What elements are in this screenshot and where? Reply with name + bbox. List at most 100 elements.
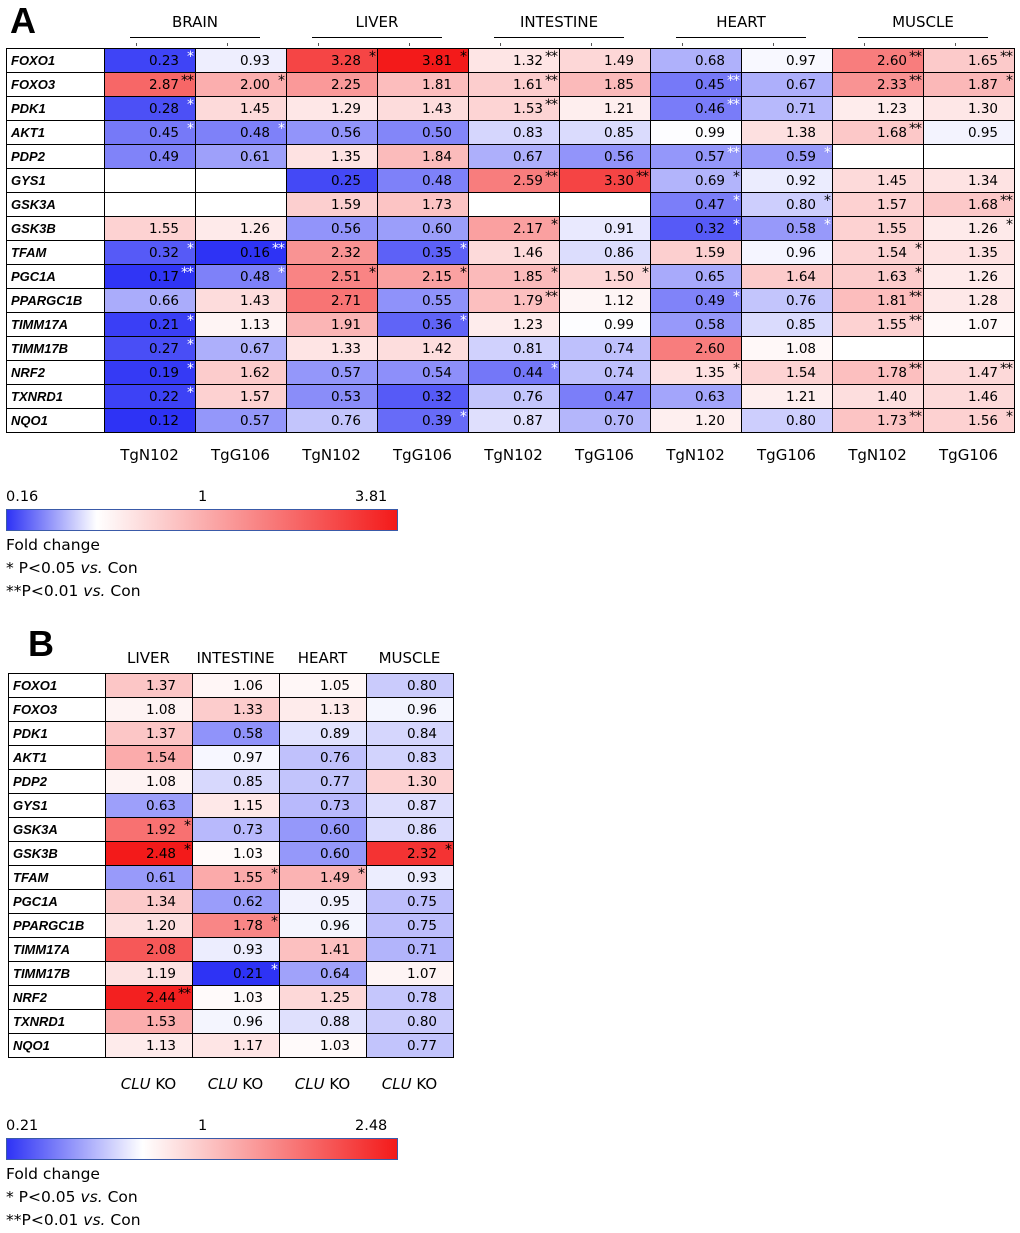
heatmap-cell: 1.55 xyxy=(832,216,924,241)
colorbar-a-min-label: 0.16 xyxy=(6,489,39,505)
cell-value: 0.32 xyxy=(694,221,725,237)
panel-label-b: B xyxy=(28,623,54,664)
significance-mark: * xyxy=(460,265,467,282)
column-tick xyxy=(681,43,683,46)
tissue-label-liver: LIVER xyxy=(355,13,399,31)
cell-value: 0.75 xyxy=(406,918,437,934)
heatmap-cell: 0.99 xyxy=(650,120,742,145)
column-tick xyxy=(317,43,319,46)
cell-value: 1.15 xyxy=(232,798,263,814)
gene-label-gsk3b: GSK3B xyxy=(6,216,105,241)
gene-label-txnrd1: TXNRD1 xyxy=(6,384,105,409)
cell-value: 0.58 xyxy=(694,317,725,333)
cell-value: 0.76 xyxy=(785,293,816,309)
gene-label-pdk1: PDK1 xyxy=(6,96,105,121)
heatmap-cell xyxy=(832,336,924,361)
heatmap-cell: 0.83 xyxy=(366,745,454,770)
significance-mark: ** xyxy=(909,73,922,90)
cell-value: 1.68 xyxy=(967,197,998,213)
cell-value: 0.61 xyxy=(145,870,176,886)
colorbar-b-mid-label: 1 xyxy=(198,1118,208,1134)
column-label: TgN102 xyxy=(302,446,361,464)
gene-label-pgc1a: PGC1A xyxy=(8,889,106,914)
cell-value: 0.55 xyxy=(421,293,452,309)
cell-value: 0.85 xyxy=(603,125,634,141)
cell-value: 1.17 xyxy=(232,1038,263,1054)
significance-mark: ** xyxy=(636,169,649,186)
significance-mark: * xyxy=(733,193,740,210)
heatmap-cell: 2.60 ** xyxy=(832,48,924,73)
table-row: TXNRD1 0.22 * 1.57 0.53 0.32 0.76 0.47 0.63 1.21 1… xyxy=(6,384,1015,409)
cell-value: 1.19 xyxy=(145,966,176,982)
cell-value: 2.60 xyxy=(876,53,907,69)
heatmap-cell: 0.58 * xyxy=(741,216,833,241)
heatmap-cell: 1.73 ** xyxy=(832,408,924,433)
tissue-underline xyxy=(494,37,624,38)
gene-label-foxo3: FOXO3 xyxy=(8,697,106,722)
table-row: GYS1 0.63 1.15 0.73 0.87 xyxy=(8,793,454,818)
table-row: PPARGC1B 1.20 1.78 * 0.96 0.75 xyxy=(8,913,454,938)
table-row: FOXO1 1.37 1.06 1.05 0.80 xyxy=(8,673,454,698)
heatmap-cell: 1.13 xyxy=(195,312,287,337)
heatmap-cell: 0.48 * xyxy=(195,264,287,289)
heatmap-cell: 1.81 xyxy=(377,72,469,97)
heatmap-cell: 0.92 xyxy=(741,168,833,193)
significance-mark: ** xyxy=(545,49,558,66)
cell-value: 0.96 xyxy=(319,918,350,934)
cell-value: 0.86 xyxy=(603,245,634,261)
cell-value: 1.85 xyxy=(603,77,634,93)
heatmap-cell: 0.93 xyxy=(366,865,454,890)
cell-value: 0.69 xyxy=(694,173,725,189)
cell-value: 0.44 xyxy=(512,365,543,381)
significance-mark: * xyxy=(733,361,740,378)
cell-value: 1.54 xyxy=(145,750,176,766)
heatmap-cell: 1.40 xyxy=(832,384,924,409)
significance-mark: * xyxy=(551,217,558,234)
heatmap-cell: 1.28 xyxy=(923,288,1015,313)
column-label-suffix: KO xyxy=(411,1075,438,1093)
heatmap-cell: 2.08 xyxy=(105,937,193,962)
cell-value: 1.78 xyxy=(876,365,907,381)
cell-value: 0.62 xyxy=(232,894,263,910)
cell-value: 2.32 xyxy=(330,245,361,261)
cell-value: 1.85 xyxy=(512,269,543,285)
heatmap-cell: 0.49 * xyxy=(650,288,742,313)
gene-label-foxo3: FOXO3 xyxy=(6,72,105,97)
colorbar-a-mid-label: 1 xyxy=(198,489,208,505)
cell-value: 0.58 xyxy=(785,221,816,237)
cell-value: 1.87 xyxy=(967,77,998,93)
cell-value: 0.87 xyxy=(406,798,437,814)
gene-label-nqo1: NQO1 xyxy=(6,408,105,433)
table-row: GSK3B 2.48 * 1.03 0.60 2.32 * xyxy=(8,841,454,866)
colorbar-a-max-label: 3.81 xyxy=(355,489,388,505)
cell-value: 2.71 xyxy=(330,293,361,309)
heatmap-cell: 0.21 * xyxy=(192,961,280,986)
cell-value: 1.92 xyxy=(145,822,176,838)
cell-value: 0.80 xyxy=(406,678,437,694)
cell-value: 1.46 xyxy=(512,245,543,261)
heatmap-cell: 1.63 * xyxy=(832,264,924,289)
significance-mark: * xyxy=(369,265,376,282)
table-row: TXNRD1 1.53 0.96 0.88 0.80 xyxy=(8,1009,454,1034)
cell-value: 0.56 xyxy=(603,149,634,165)
heatmap-cell xyxy=(195,192,287,217)
heatmap-cell: 1.41 xyxy=(279,937,367,962)
column-label: CLU KO xyxy=(192,1075,279,1093)
cell-value: 0.21 xyxy=(148,317,179,333)
table-row: NQO1 1.13 1.17 1.03 0.77 xyxy=(8,1033,454,1058)
heatmap-cell: 0.97 xyxy=(192,745,280,770)
heatmap-cell: 0.97 xyxy=(741,48,833,73)
heatmap-cell: 0.49 xyxy=(104,144,196,169)
table-row: TIMM17A 0.21 * 1.13 1.91 0.36 * 1.23 0.99 0.58 0.8… xyxy=(6,312,1015,337)
gene-label-pgc1a: PGC1A xyxy=(6,264,105,289)
cell-value: 0.67 xyxy=(785,77,816,93)
cell-value: 0.25 xyxy=(330,173,361,189)
cell-value: 0.28 xyxy=(148,101,179,117)
colorbar-a xyxy=(6,509,398,531)
heatmap-cell: 0.86 xyxy=(366,817,454,842)
cell-value: 1.34 xyxy=(145,894,176,910)
heatmap-cell: 1.49 xyxy=(559,48,651,73)
cell-value: 1.47 xyxy=(967,365,998,381)
column-label: TgN102 xyxy=(848,446,907,464)
gene-label-gsk3b: GSK3B xyxy=(8,841,106,866)
